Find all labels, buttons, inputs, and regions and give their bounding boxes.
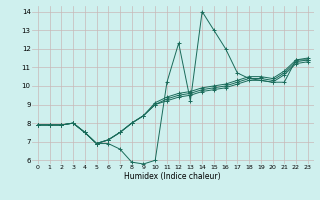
X-axis label: Humidex (Indice chaleur): Humidex (Indice chaleur)	[124, 172, 221, 181]
